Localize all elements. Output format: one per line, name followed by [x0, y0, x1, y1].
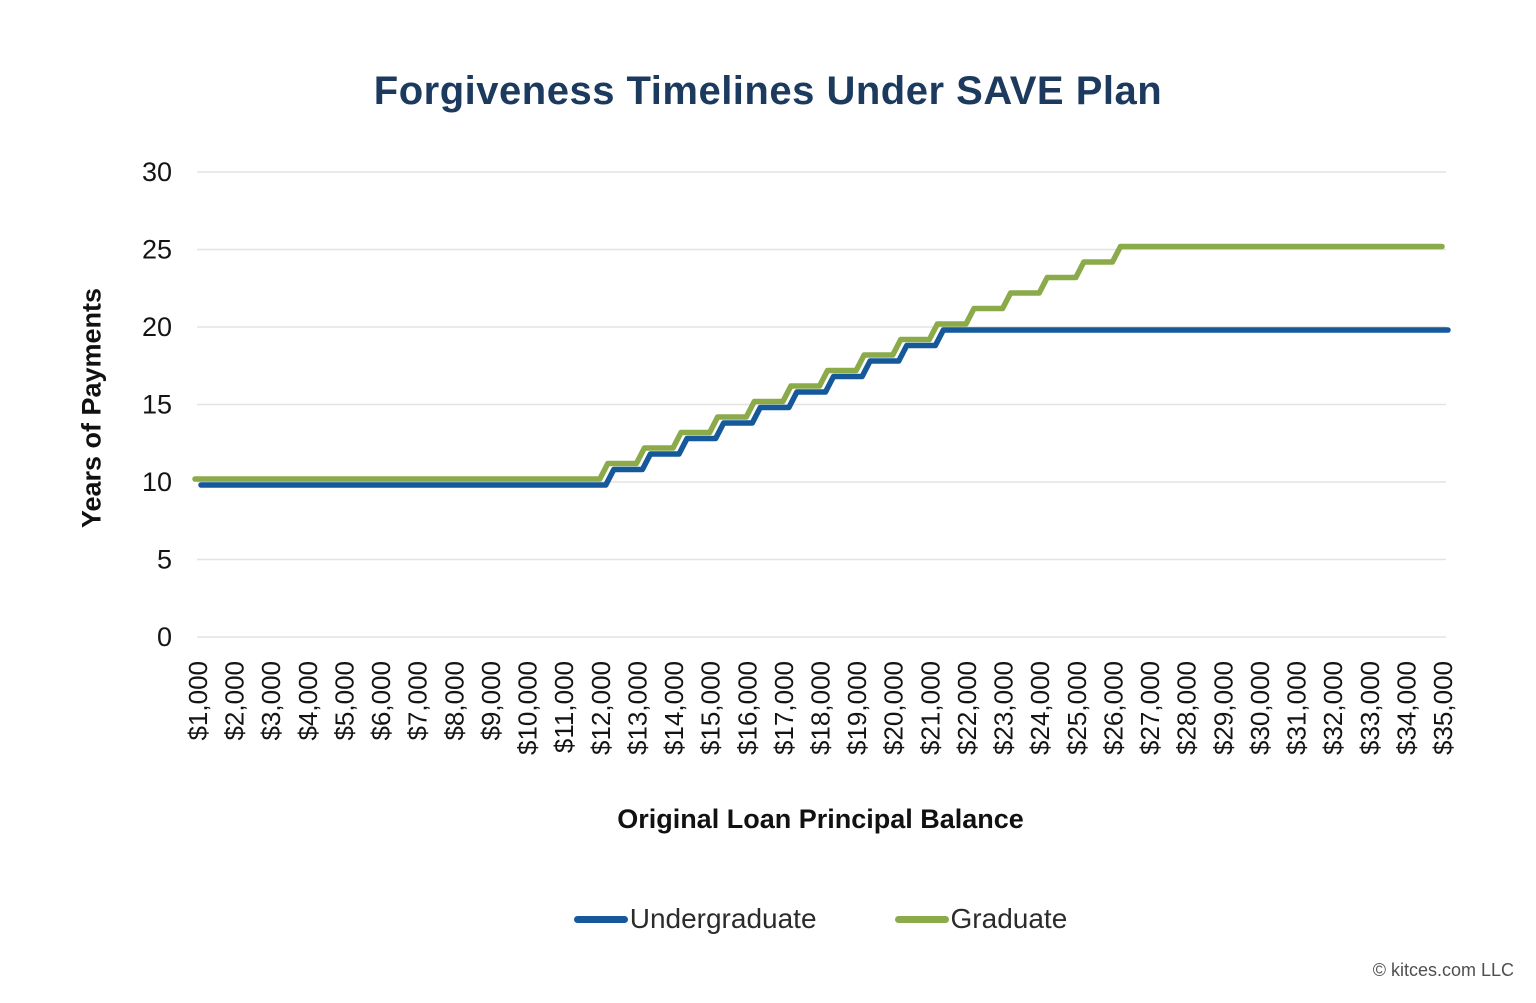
x-tick-label: $28,000 — [1172, 661, 1202, 755]
chart-title: Forgiveness Timelines Under SAVE Plan — [373, 68, 1163, 113]
legend-label-undergraduate: Undergraduate — [629, 903, 817, 934]
y-tick-label: 10 — [142, 467, 172, 497]
x-tick-label: $35,000 — [1428, 661, 1458, 755]
undergraduate-line-swatch — [573, 915, 628, 923]
x-tick-label: $30,000 — [1245, 661, 1275, 755]
y-tick-label: 15 — [142, 390, 172, 420]
x-tick-label: $3,000 — [256, 661, 286, 741]
x-tick-label: $27,000 — [1135, 661, 1165, 755]
x-tick-label: $34,000 — [1391, 661, 1421, 755]
x-tick-label: $8,000 — [439, 661, 469, 741]
x-tick-label: $1,000 — [183, 661, 213, 741]
x-tick-label: $14,000 — [659, 661, 689, 755]
y-tick-label: 25 — [142, 235, 172, 265]
x-tick-label: $21,000 — [915, 661, 945, 755]
x-tick-label: $22,000 — [952, 661, 982, 755]
x-tick-label: $15,000 — [696, 661, 726, 755]
legend-item-graduate: Graduate — [894, 903, 1068, 935]
x-tick-label: $2,000 — [220, 661, 250, 741]
x-tick-label: $9,000 — [476, 661, 506, 741]
x-tick-label: $10,000 — [513, 661, 543, 755]
y-tick-label: 5 — [157, 545, 172, 575]
x-tick-label: $12,000 — [586, 661, 616, 755]
legend-item-undergraduate: Undergraduate — [573, 903, 817, 935]
x-tick-label: $26,000 — [1098, 661, 1128, 755]
legend: Undergraduate Graduate — [198, 903, 1443, 935]
x-tick-label: $11,000 — [549, 661, 579, 753]
x-tick-label: $23,000 — [989, 661, 1019, 755]
x-tick-label: $17,000 — [769, 661, 799, 755]
x-tick-label: $29,000 — [1208, 661, 1238, 755]
x-tick-label: $31,000 — [1282, 661, 1312, 755]
x-tick-label: $25,000 — [1062, 661, 1092, 755]
x-tick-label: $19,000 — [842, 661, 872, 755]
x-tick-label: $32,000 — [1318, 661, 1348, 755]
x-tick-label: $20,000 — [879, 661, 909, 755]
undergraduate-series-line — [198, 327, 1451, 488]
x-tick-label: $18,000 — [806, 661, 836, 755]
x-tick-label: $13,000 — [622, 661, 652, 755]
copyright-credit: © kitces.com LLC — [1372, 960, 1514, 980]
x-tick-label: $4,000 — [293, 661, 323, 741]
x-tick-label: $6,000 — [366, 661, 396, 741]
graduate-line-swatch — [894, 915, 949, 923]
x-tick-label: $5,000 — [329, 661, 359, 741]
graduate-series-line — [192, 243, 1445, 482]
x-tick-label: $33,000 — [1355, 661, 1385, 755]
x-tick-label: $16,000 — [732, 661, 762, 755]
x-axis-title: Original Loan Principal Balance — [617, 804, 1024, 834]
x-tick-label: $7,000 — [403, 661, 433, 741]
y-tick-label: 0 — [157, 622, 172, 652]
y-tick-label: 30 — [142, 157, 172, 187]
legend-label-graduate: Graduate — [950, 903, 1068, 934]
y-tick-label: 20 — [142, 312, 172, 342]
x-tick-label: $24,000 — [1025, 661, 1055, 755]
